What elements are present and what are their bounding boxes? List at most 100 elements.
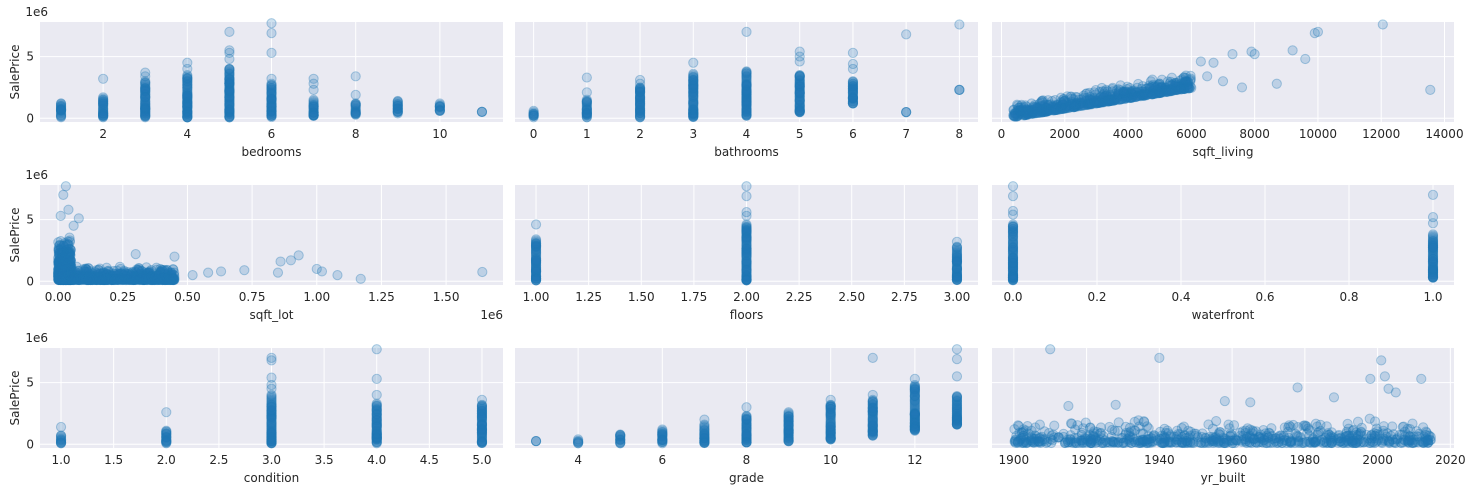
- data-point: [1045, 344, 1056, 355]
- data-point: [266, 98, 277, 109]
- data-point: [688, 110, 699, 121]
- data-point: [581, 104, 592, 115]
- data-point: [434, 100, 445, 112]
- data-point: [182, 79, 193, 91]
- data-point: [182, 110, 193, 121]
- data-point: [1371, 423, 1382, 434]
- data-point: [825, 421, 836, 433]
- data-point: [140, 96, 151, 107]
- x-tick-label: 4.5: [420, 453, 439, 467]
- data-point: [266, 99, 277, 110]
- data-point: [224, 110, 235, 122]
- data-point: [266, 92, 277, 103]
- data-point: [392, 96, 403, 107]
- x-tick-label: 6000: [1176, 127, 1207, 141]
- data-point: [140, 103, 151, 115]
- data-point: [1245, 397, 1256, 408]
- y-tick-label: 0: [26, 274, 34, 288]
- data-point: [140, 105, 151, 117]
- axes-background: [992, 185, 1454, 285]
- data-point: [688, 57, 699, 68]
- data-point: [224, 76, 235, 87]
- data-point: [528, 108, 539, 119]
- data-point: [140, 104, 151, 115]
- data-point: [741, 81, 752, 92]
- data-point: [1315, 425, 1326, 437]
- data-point: [741, 72, 752, 83]
- data-point: [98, 103, 109, 115]
- data-point: [581, 104, 592, 115]
- x-tick-label: 1900: [999, 453, 1030, 467]
- data-point: [581, 87, 592, 98]
- data-point: [140, 93, 151, 104]
- data-point: [688, 98, 699, 109]
- data-point: [634, 110, 646, 122]
- data-point: [350, 108, 361, 119]
- data-point: [98, 108, 109, 119]
- data-point: [741, 414, 752, 426]
- y-axis-label: SalePrice: [8, 208, 22, 263]
- data-point: [741, 103, 752, 114]
- data-point: [224, 72, 235, 83]
- data-point: [634, 87, 646, 98]
- data-point: [140, 100, 151, 111]
- data-point: [182, 106, 193, 117]
- data-point: [168, 274, 179, 286]
- data-point: [688, 87, 699, 98]
- data-point: [581, 98, 592, 109]
- data-point: [187, 270, 198, 281]
- data-point: [741, 207, 752, 218]
- data-point: [688, 96, 699, 107]
- data-point: [182, 101, 193, 112]
- data-point: [98, 111, 109, 122]
- data-point: [688, 104, 699, 115]
- data-point: [55, 101, 67, 113]
- data-point: [688, 104, 699, 115]
- data-point: [1390, 434, 1401, 445]
- data-point: [224, 86, 235, 97]
- data-point: [224, 104, 235, 115]
- x-tick-label: 4: [743, 127, 751, 141]
- data-point: [1129, 425, 1140, 436]
- data-point: [741, 108, 752, 119]
- y-offset-text: 1e6: [25, 5, 48, 19]
- data-point: [1352, 416, 1364, 427]
- data-point: [55, 102, 67, 113]
- data-point: [741, 109, 752, 120]
- data-point: [634, 92, 646, 103]
- data-point: [688, 74, 699, 86]
- data-point: [634, 112, 646, 123]
- x-tick-label: 10000: [1299, 127, 1337, 141]
- data-point: [224, 88, 235, 99]
- data-point: [688, 102, 699, 113]
- data-point: [688, 104, 699, 115]
- data-point: [224, 96, 235, 107]
- data-point: [224, 86, 235, 97]
- data-point: [266, 428, 277, 439]
- data-point: [392, 100, 403, 112]
- data-point: [224, 91, 235, 102]
- data-point: [98, 93, 109, 104]
- data-point: [530, 264, 542, 275]
- data-point: [224, 47, 235, 58]
- data-point: [1379, 371, 1390, 382]
- data-point: [266, 84, 277, 96]
- data-point: [1328, 392, 1340, 403]
- data-point: [954, 84, 965, 96]
- data-point: [266, 94, 277, 105]
- data-point: [350, 103, 361, 114]
- x-tick-label: 10: [432, 127, 447, 141]
- data-point: [530, 238, 542, 249]
- data-point: [476, 394, 488, 405]
- x-tick-label: 0.2: [1087, 290, 1106, 304]
- data-point: [392, 106, 403, 118]
- data-point: [1154, 87, 1165, 99]
- x-tick-label: 1.0: [51, 453, 70, 467]
- scatter-panel-condition: 1.0 1.5 2.0 2.5 3.0 3.5 4.0 4.5 5.005condition1e…: [8, 331, 503, 485]
- data-point: [266, 93, 277, 104]
- data-point: [909, 421, 920, 432]
- data-point: [1192, 432, 1203, 443]
- data-point: [688, 81, 699, 92]
- scatter-panel-floors: 1.00 1.25 1.50 1.75 2.00 2.25 2.50 2.75 3.00floo…: [515, 181, 978, 322]
- data-point: [98, 94, 109, 105]
